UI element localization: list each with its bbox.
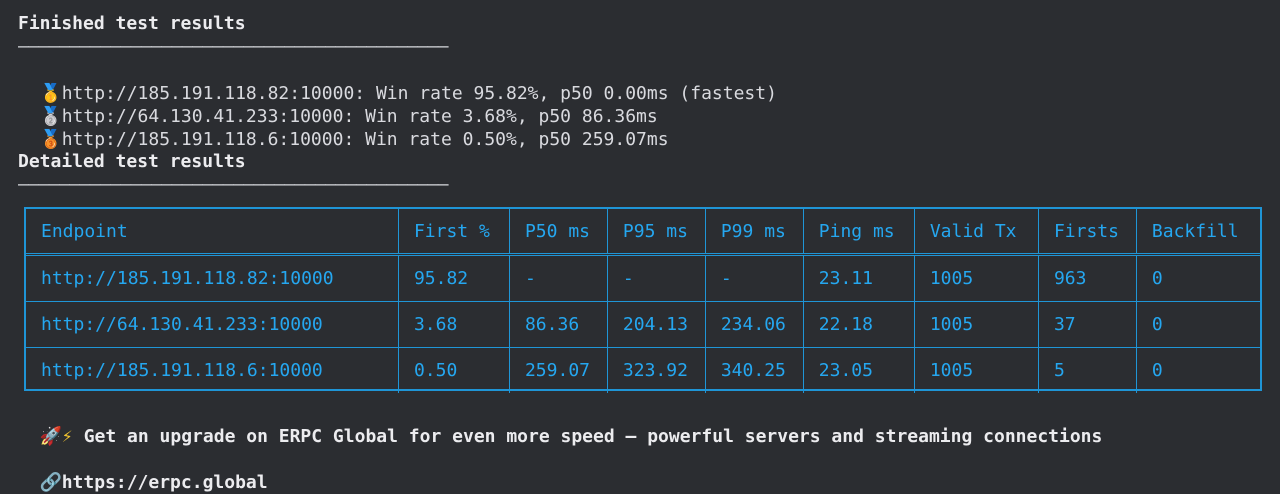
cell-valid-tx: 1005 — [913, 301, 1039, 348]
rocket-icon: 🚀 — [39, 426, 63, 447]
link-line: 🔗https://erpc.global — [18, 448, 268, 494]
cell-p50: - — [508, 254, 608, 302]
cell-endpoint: http://64.130.41.233:10000 — [26, 301, 399, 348]
cell-backfill: 0 — [1135, 301, 1260, 348]
cell-ping: 23.11 — [802, 254, 915, 302]
cell-p95: 323.92 — [606, 347, 706, 393]
cell-p95: 204.13 — [606, 301, 706, 348]
cell-ping: 22.18 — [802, 301, 915, 348]
table-row: http://185.191.118.82:10000 95.82 - - - … — [26, 254, 1260, 302]
cell-p99: - — [704, 254, 804, 302]
detailed-results-heading: Detailed test results — [18, 151, 246, 172]
cell-p99: 234.06 — [704, 301, 804, 348]
cell-p99: 340.25 — [704, 347, 804, 393]
lightning-icon: ⚡ — [61, 426, 73, 447]
result-text: http://185.191.118.6:10000: Win rate 0.5… — [61, 129, 669, 150]
cell-first-pct: 0.50 — [397, 347, 510, 393]
column-header-p95: P95 ms — [606, 209, 706, 256]
promo-text: Get an upgrade on ERPC Global for even m… — [83, 426, 1103, 447]
gold-medal-icon: 🥇 — [39, 83, 63, 104]
result-line-bronze: 🥉http://185.191.118.6:10000: Win rate 0.… — [18, 105, 669, 151]
cell-first-pct: 3.68 — [397, 301, 510, 348]
cell-valid-tx: 1005 — [913, 347, 1039, 393]
bronze-medal-icon: 🥉 — [39, 129, 63, 150]
cell-first-pct: 95.82 — [397, 254, 510, 302]
erpc-link[interactable]: https://erpc.global — [61, 472, 268, 493]
column-header-endpoint: Endpoint — [26, 209, 399, 256]
table-row: http://185.191.118.6:10000 0.50 259.07 3… — [26, 347, 1260, 393]
column-header-p50: P50 ms — [508, 209, 608, 256]
cell-p95: - — [606, 254, 706, 302]
cell-firsts: 963 — [1037, 254, 1137, 302]
cell-firsts: 37 — [1037, 301, 1137, 348]
column-header-backfill: Backfill — [1135, 209, 1260, 256]
result-text: http://185.191.118.82:10000: Win rate 95… — [61, 83, 777, 104]
cell-p50: 86.36 — [508, 301, 608, 348]
link-icon: 🔗 — [39, 472, 63, 493]
cell-valid-tx: 1005 — [913, 254, 1039, 302]
cell-backfill: 0 — [1135, 347, 1260, 393]
results-table: Endpoint First % P50 ms P95 ms P99 ms Pi… — [24, 207, 1262, 393]
cell-ping: 23.05 — [802, 347, 915, 393]
cell-p50: 259.07 — [508, 347, 608, 393]
result-line-gold: 🥇http://185.191.118.82:10000: Win rate 9… — [18, 59, 777, 105]
column-header-first-pct: First % — [397, 209, 510, 256]
promo-line: 🚀⚡ Get an upgrade on ERPC Global for even… — [18, 402, 1103, 448]
cell-backfill: 0 — [1135, 254, 1260, 302]
table-header-row: Endpoint First % P50 ms P95 ms P99 ms Pi… — [26, 209, 1260, 256]
detailed-results-rule: ————————————————————————————————————————… — [18, 174, 449, 195]
column-header-valid-tx: Valid Tx — [913, 209, 1039, 256]
column-header-ping: Ping ms — [802, 209, 915, 256]
table-row: http://64.130.41.233:10000 3.68 86.36 20… — [26, 301, 1260, 348]
cell-firsts: 5 — [1037, 347, 1137, 393]
finished-results-rule: ————————————————————————————————————————… — [18, 36, 449, 57]
silver-medal-icon: 🥈 — [39, 106, 63, 127]
column-header-firsts: Firsts — [1037, 209, 1137, 256]
cell-endpoint: http://185.191.118.82:10000 — [26, 254, 399, 302]
result-text: http://64.130.41.233:10000: Win rate 3.6… — [61, 106, 658, 127]
result-line-silver: 🥈http://64.130.41.233:10000: Win rate 3.… — [18, 82, 658, 128]
cell-endpoint: http://185.191.118.6:10000 — [26, 347, 399, 393]
finished-results-heading: Finished test results — [18, 13, 246, 34]
column-header-p99: P99 ms — [704, 209, 804, 256]
